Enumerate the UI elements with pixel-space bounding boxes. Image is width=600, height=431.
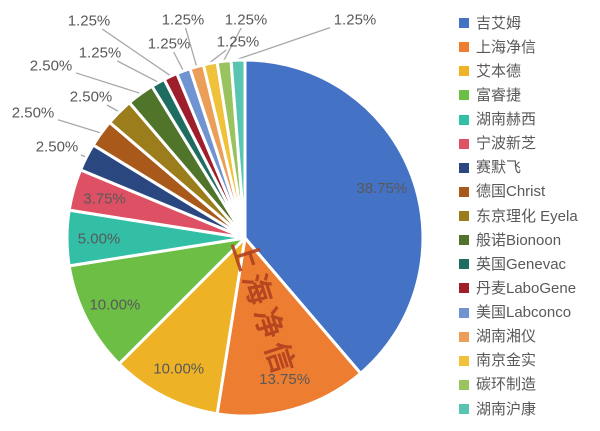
legend-label: 上海净信	[476, 38, 537, 56]
leader-line	[237, 26, 331, 60]
pie-chart: 上海净信38.75%13.75%10.00%10.00%5.00%3.75%2.…	[12, 11, 425, 418]
data-label-13: 1.25%	[148, 35, 191, 52]
data-label-9: 2.50%	[70, 88, 113, 105]
legend-label: 吉艾姆	[476, 14, 522, 32]
pie-slice-17[interactable]	[229, 58, 247, 240]
leader-line	[57, 119, 101, 134]
legend-item-8[interactable]: 德国Christ	[459, 180, 599, 204]
legend-label: 碳环制造	[476, 376, 537, 394]
data-label-12: 1.25%	[68, 12, 111, 29]
legend-item-14[interactable]: 湖南湘仪	[459, 325, 599, 349]
legend-label: 美国Labconco	[476, 304, 572, 321]
legend-item-13[interactable]: 美国Labconco	[459, 301, 599, 325]
legend-item-10[interactable]: 般诺Bionoon	[459, 228, 599, 252]
legend-label: 英国Genevac	[476, 255, 567, 273]
legend-item-17[interactable]: 湖南沪康	[459, 397, 599, 421]
pie-slice-4[interactable]	[67, 236, 247, 366]
leader-line	[184, 27, 198, 66]
legend-item-3[interactable]: 艾本德	[459, 59, 599, 83]
leader-line	[209, 49, 227, 63]
legend-label: 富睿捷	[476, 86, 522, 104]
leader-line	[101, 28, 171, 76]
data-label-17: 1.25%	[334, 11, 377, 28]
pie-slices	[65, 58, 425, 418]
legend-swatch-icon	[459, 66, 469, 77]
legend-label: 湖南湘仪	[476, 328, 537, 346]
legend-item-5[interactable]: 湖南赫西	[459, 108, 599, 132]
legend-item-11[interactable]: 英国Genevac	[459, 252, 599, 276]
data-label-2: 13.75%	[259, 371, 310, 388]
legend-swatch-icon	[459, 404, 469, 414]
data-label-6: 3.75%	[83, 191, 126, 208]
legend-label: 东京理化 Eyela	[476, 207, 578, 225]
pie-slice-1[interactable]	[243, 58, 425, 375]
data-label-14: 1.25%	[162, 11, 205, 28]
data-label-4: 10.00%	[89, 297, 140, 314]
pie-slice-3[interactable]	[117, 236, 247, 416]
data-label-1: 38.75%	[356, 180, 407, 197]
legend-label: 湖南赫西	[476, 111, 537, 128]
legend-label: 宁波新芝	[476, 135, 537, 153]
legend-item-7[interactable]: 赛默飞	[459, 156, 599, 180]
data-label-7: 2.50%	[36, 138, 79, 155]
legend-label: 艾本德	[476, 62, 522, 80]
leader-lines	[57, 26, 331, 158]
legend-item-15[interactable]: 南京金实	[459, 349, 599, 373]
legend-swatch-icon	[459, 283, 469, 294]
data-label-3: 10.00%	[153, 360, 204, 377]
legend-label: 般诺Bionoon	[476, 231, 562, 249]
leader-line	[223, 27, 242, 61]
data-label-16: 1.25%	[225, 11, 268, 28]
data-label-5: 5.00%	[78, 230, 121, 247]
legend-item-4[interactable]: 富睿捷	[459, 83, 599, 107]
data-label-8: 2.50%	[12, 104, 55, 121]
legend-swatch-icon	[459, 18, 469, 28]
legend-item-1[interactable]: 吉艾姆	[459, 11, 599, 35]
legend-swatch-icon	[459, 138, 469, 149]
leader-line	[80, 154, 86, 158]
legend-swatch-icon	[459, 355, 469, 366]
data-label-11: 1.25%	[79, 44, 122, 61]
legend-item-2[interactable]: 上海净信	[459, 35, 599, 59]
legend-item-6[interactable]: 宁波新芝	[459, 132, 599, 156]
legend-item-12[interactable]: 丹麦LaboGene	[459, 276, 599, 300]
leader-line	[106, 104, 119, 112]
legend-label: 湖南沪康	[476, 400, 537, 418]
legend-swatch-icon	[459, 307, 469, 318]
legend-swatch-icon	[459, 162, 469, 173]
legend-label: 丹麦LaboGene	[476, 279, 577, 297]
legend-label: 南京金实	[476, 352, 537, 370]
legend-label: 赛默飞	[476, 159, 522, 177]
leader-line	[75, 72, 140, 94]
leader-line	[173, 51, 184, 71]
legend-swatch-icon	[459, 379, 469, 390]
legend: 吉艾姆上海净信艾本德富睿捷湖南赫西宁波新芝赛默飞德国Christ 东京理化 Eye…	[459, 11, 599, 421]
legend-item-16[interactable]: 碳环制造	[459, 373, 599, 397]
pie-slice-2[interactable]	[215, 236, 363, 418]
data-label-15: 1.25%	[217, 33, 260, 50]
leader-line	[117, 60, 158, 83]
legend-swatch-icon	[459, 90, 469, 101]
data-label-10: 2.50%	[30, 57, 73, 74]
legend-swatch-icon	[459, 114, 469, 125]
legend-label: 德国Christ	[476, 183, 546, 201]
legend-swatch-icon	[459, 42, 469, 53]
data-labels: 38.75% 13.75% 10.00% 10.00% 5.00% 3.75% 2.50% 2…	[12, 11, 408, 388]
legend-swatch-icon	[459, 235, 469, 246]
legend-swatch-icon	[459, 259, 469, 270]
legend-swatch-icon	[459, 331, 469, 342]
legend-item-9[interactable]: 东京理化 Eyela	[459, 204, 599, 228]
legend-swatch-icon	[459, 211, 469, 221]
legend-swatch-icon	[459, 186, 469, 197]
